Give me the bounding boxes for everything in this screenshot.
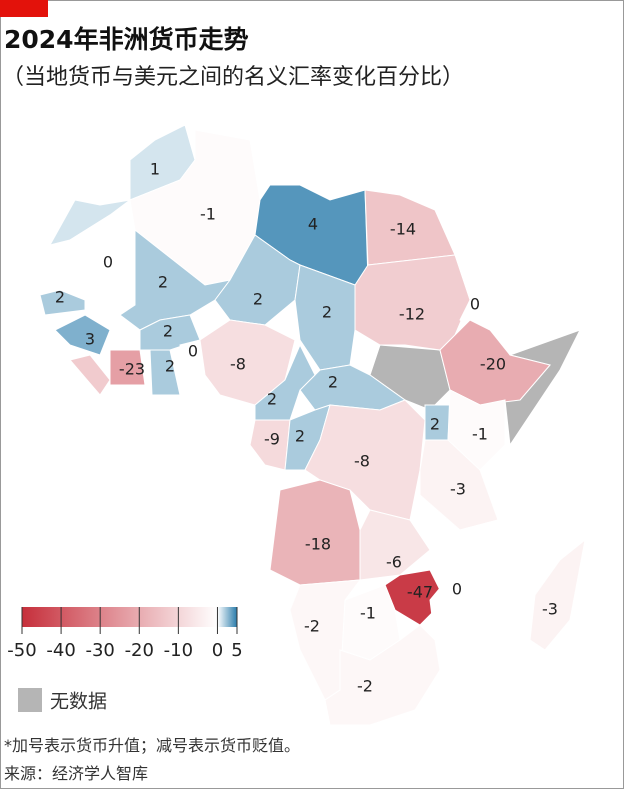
subtitle: （当地货币与美元之间的名义汇率变化百分比） (2, 65, 464, 90)
region (49, 214, 136, 306)
region (529, 538, 586, 651)
region-label: -3 (542, 600, 558, 619)
region-label: -1 (472, 425, 488, 444)
region-label: 2 (165, 357, 175, 376)
tick-label: 0 (212, 640, 223, 661)
region-label: -1 (360, 604, 376, 623)
title: 2024年非洲货币走势 (4, 25, 249, 54)
region-label: 2 (163, 322, 173, 341)
tick-label: -50 (7, 640, 36, 661)
colorbar: -50 -40 -30 -20 -10 0 5 (7, 607, 243, 661)
region-label: 1 (150, 160, 160, 179)
region-label: -8 (230, 355, 246, 374)
tick-label: -20 (125, 640, 154, 661)
region-label: 0 (103, 253, 113, 272)
region (54, 314, 111, 356)
region-label: 2 (295, 427, 305, 446)
region-label: 2 (158, 273, 168, 292)
brand-bar (0, 0, 48, 17)
footnote: *加号表示货币升值；减号表示货币贬值。 (4, 736, 300, 755)
region-label: 2 (267, 390, 277, 409)
region-label: -3 (450, 480, 466, 499)
tick-label: -30 (85, 640, 114, 661)
no-data-label: 无数据 (50, 691, 107, 713)
region-label: 2 (253, 290, 263, 309)
region (39, 289, 86, 316)
region (364, 189, 456, 266)
region-label: 0 (452, 580, 462, 599)
region (429, 519, 506, 651)
region-label: 0 (188, 342, 198, 361)
tick-label: -40 (46, 640, 75, 661)
region-label: 4 (308, 215, 318, 234)
region (324, 624, 441, 726)
region (109, 349, 146, 386)
region-label: -12 (399, 305, 425, 324)
region-label: 2 (322, 303, 332, 322)
region-label: 0 (470, 295, 480, 314)
region-label: -1 (200, 205, 216, 224)
colorbar-ramp (22, 607, 237, 627)
region-label: -9 (264, 430, 280, 449)
region (69, 354, 111, 396)
region-label: -23 (119, 360, 145, 379)
region-label: -2 (304, 617, 320, 636)
region-label: 2 (55, 288, 65, 307)
region-label: -6 (386, 553, 402, 572)
no-data-swatch (18, 688, 42, 712)
tick-label: 5 (231, 640, 242, 661)
region-label: -18 (305, 535, 331, 554)
region-label: -2 (357, 677, 373, 696)
region-label: -8 (354, 452, 370, 471)
region-label: -47 (407, 583, 433, 602)
region (269, 479, 361, 586)
region (354, 254, 471, 351)
region (249, 419, 291, 471)
region-label: 3 (85, 330, 95, 349)
region-label: 2 (430, 415, 440, 434)
region-label: -20 (480, 355, 506, 374)
region-label: -14 (390, 220, 416, 239)
region (149, 349, 181, 396)
tick-label: -10 (164, 640, 193, 661)
source: 来源：经济学人智库 (4, 764, 148, 783)
region-label: 2 (328, 373, 338, 392)
